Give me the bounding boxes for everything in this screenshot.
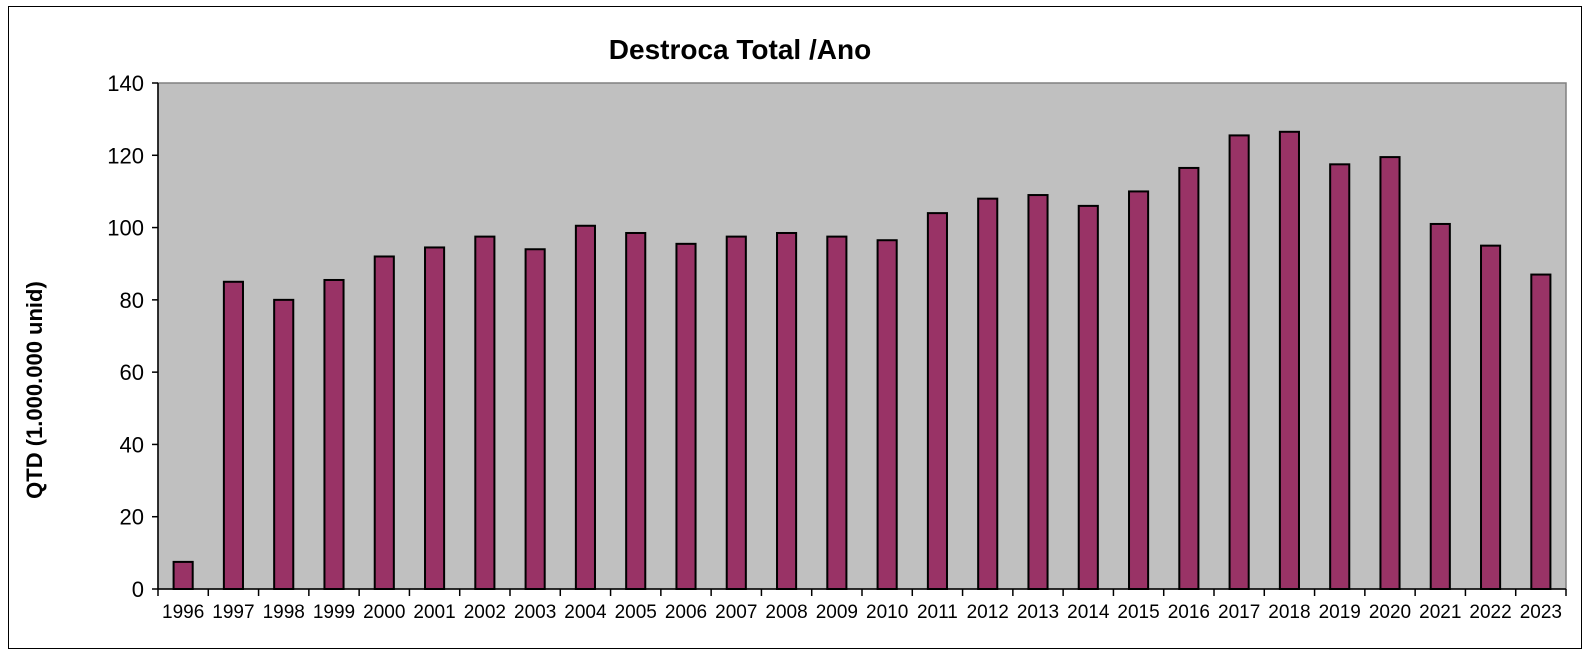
x-tick-label: 2021 bbox=[1419, 602, 1461, 623]
x-tick-label: 2018 bbox=[1268, 602, 1310, 623]
x-tick-label: 1996 bbox=[162, 602, 204, 623]
x-tick-label: 2008 bbox=[765, 602, 807, 623]
y-axis: 0 20 40 60 80 100 120 140 bbox=[107, 71, 159, 602]
bar-2020 bbox=[1379, 156, 1401, 590]
y-tick-label: 0 bbox=[132, 577, 144, 602]
y-axis-label: QTD (1.000.000 unid) bbox=[22, 281, 47, 499]
bar-1996 bbox=[172, 560, 194, 591]
bar-1999 bbox=[323, 278, 345, 590]
bar-2001 bbox=[424, 246, 446, 590]
bar-2019 bbox=[1329, 163, 1351, 590]
x-tick-label: 2014 bbox=[1067, 602, 1110, 623]
y-tick-label: 40 bbox=[120, 432, 144, 457]
bars-group bbox=[172, 130, 1552, 591]
x-tick-label: 2015 bbox=[1117, 602, 1159, 623]
bar-2021 bbox=[1429, 222, 1451, 590]
bar-2007 bbox=[725, 235, 747, 590]
y-tick-label: 100 bbox=[107, 216, 144, 241]
x-tick-label: 2002 bbox=[464, 602, 506, 623]
bar-2018 bbox=[1278, 130, 1300, 591]
x-axis: 1996 1997 1998 1999 2000 2001 2002 2003 2004 2005… bbox=[157, 588, 1567, 623]
bar-1998 bbox=[273, 298, 295, 590]
y-tick-label: 60 bbox=[120, 360, 144, 385]
x-tick-label: 2001 bbox=[413, 602, 455, 623]
y-tick-label: 140 bbox=[107, 71, 144, 96]
x-tick-label: 2011 bbox=[917, 602, 958, 623]
bar-2006 bbox=[675, 242, 697, 590]
bar-1997 bbox=[222, 280, 244, 590]
x-tick-label: 1999 bbox=[313, 602, 355, 623]
bar-2008 bbox=[776, 231, 798, 590]
bar-2003 bbox=[524, 248, 546, 590]
bar-2010 bbox=[876, 239, 898, 590]
bar-2022 bbox=[1480, 244, 1502, 590]
y-tick-label: 20 bbox=[120, 505, 144, 530]
x-tick-label: 2010 bbox=[866, 602, 908, 623]
bar-2016 bbox=[1178, 166, 1200, 591]
bar-2014 bbox=[1077, 204, 1099, 590]
x-tick-label: 2003 bbox=[514, 602, 556, 623]
chart-title: Destroca Total /Ano bbox=[609, 34, 871, 65]
x-tick-label: 2004 bbox=[564, 602, 607, 623]
x-tick-label: 2013 bbox=[1017, 602, 1059, 623]
x-tick-label: 2016 bbox=[1168, 602, 1210, 623]
y-tick-label: 80 bbox=[120, 288, 144, 313]
bar-2013 bbox=[1027, 194, 1049, 591]
x-tick-label: 2022 bbox=[1469, 602, 1511, 623]
x-tick-label: 2009 bbox=[816, 602, 858, 623]
bar-2017 bbox=[1228, 134, 1250, 591]
bar-2023 bbox=[1530, 273, 1552, 590]
x-tick-label: 2007 bbox=[715, 602, 757, 623]
bar-2009 bbox=[826, 235, 848, 590]
x-tick-label: 2005 bbox=[615, 602, 657, 623]
x-tick-label: 2000 bbox=[363, 602, 405, 623]
y-tick-label: 120 bbox=[107, 143, 144, 168]
x-tick-label: 1997 bbox=[212, 602, 254, 623]
bar-2012 bbox=[977, 197, 999, 591]
x-tick-label: 2019 bbox=[1319, 602, 1361, 623]
x-tick-label: 2020 bbox=[1369, 602, 1411, 623]
bar-2002 bbox=[474, 235, 496, 590]
bar-2011 bbox=[926, 212, 948, 590]
x-tick-label: 2017 bbox=[1218, 602, 1260, 623]
x-tick-label: 2023 bbox=[1520, 602, 1562, 623]
x-tick-label: 2012 bbox=[967, 602, 1009, 623]
x-tick-label: 2006 bbox=[665, 602, 707, 623]
bar-2015 bbox=[1128, 190, 1150, 591]
bar-2005 bbox=[625, 231, 647, 590]
bar-2000 bbox=[373, 255, 395, 590]
x-tick-label: 1998 bbox=[263, 602, 305, 623]
bar-2004 bbox=[574, 224, 596, 590]
plot-area bbox=[157, 82, 1567, 590]
